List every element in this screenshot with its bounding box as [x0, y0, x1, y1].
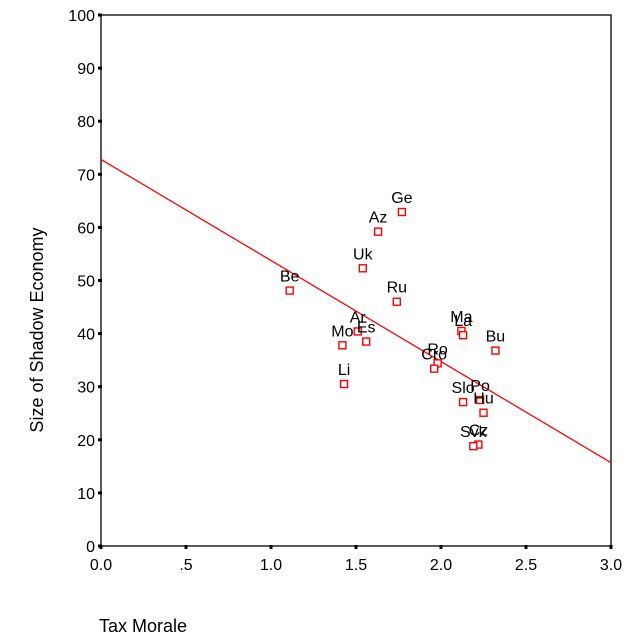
x-tick-label: .5 [179, 557, 192, 574]
x-tick-label: 2.5 [515, 557, 537, 574]
x-tick-label: 1.0 [260, 557, 282, 574]
point-label: Ge [391, 190, 412, 207]
y-tick-label: 90 [77, 61, 95, 78]
y-tick-mark [98, 279, 102, 282]
x-tick-label: 0.0 [90, 557, 112, 574]
data-point [362, 337, 371, 346]
y-tick-label: 100 [68, 8, 95, 25]
point-label: Svk [460, 424, 488, 441]
x-axis-title: Tax Morale [99, 616, 187, 636]
x-tick-mark [524, 545, 528, 549]
data-point [469, 441, 478, 451]
point-label: Slo [452, 380, 475, 397]
x-tick-label: 1.5 [345, 557, 367, 574]
data-point [353, 327, 362, 336]
x-tick-mark [439, 545, 443, 549]
x-tick-mark [354, 545, 358, 549]
data-point [458, 397, 468, 407]
y-tick-label: 20 [77, 433, 95, 450]
data-point [339, 379, 349, 389]
points-layer [285, 207, 500, 451]
data-point [479, 408, 488, 417]
data-point [458, 330, 468, 340]
point-label: Li [338, 362, 350, 379]
x-tick-mark [609, 545, 613, 549]
point-label: Bu [486, 329, 506, 346]
plot-frame [100, 14, 612, 547]
y-tick-mark [98, 172, 102, 176]
data-point [373, 227, 383, 236]
point-label: Az [369, 210, 388, 227]
x-tick-mark [269, 545, 273, 549]
x-tick-mark [99, 545, 103, 549]
point-label: Ar [350, 309, 367, 326]
point-label: Po [470, 378, 490, 395]
y-tick-mark [98, 119, 102, 123]
y-tick-label: 10 [77, 486, 95, 503]
y-tick-label: 50 [77, 274, 95, 291]
y-tick-label: 0 [86, 539, 95, 556]
data-point [397, 207, 407, 217]
y-tick-mark [98, 66, 102, 70]
data-point [338, 341, 347, 350]
y-tick-label: 40 [77, 327, 95, 344]
y-axis-title: Size of Shadow Economy [27, 227, 47, 432]
point-label: Mo [331, 323, 353, 340]
y-tick-mark [98, 225, 102, 229]
y-tick-mark [98, 385, 102, 389]
data-point [358, 264, 367, 273]
y-tick-mark [98, 438, 102, 442]
point-label: Ro [427, 341, 448, 358]
y-tick-label: 70 [77, 167, 95, 184]
x-tick-label: 2.0 [430, 557, 452, 574]
data-point [475, 395, 485, 405]
tick-layer: 0 10 20 30 40 50 60 70 80 90 100 0.0 .5 1.0 1.5 2.0 2.5 3… [68, 8, 622, 574]
point-label: La [454, 313, 472, 330]
point-label: Hu [473, 391, 493, 408]
data-point [285, 286, 294, 295]
axes [100, 14, 612, 547]
point-label: Cz [469, 423, 489, 440]
y-tick-label: 30 [77, 380, 95, 397]
data-point [430, 364, 439, 373]
regression-line [100, 158, 612, 464]
fit-line-layer [100, 158, 612, 464]
point-label: Cro [421, 347, 447, 364]
x-tick-label: 3.0 [600, 557, 622, 574]
y-tick-mark [98, 332, 102, 336]
data-point [491, 346, 500, 355]
point-label: Ma [450, 309, 472, 326]
y-tick-label: 60 [77, 220, 95, 237]
y-tick-mark [98, 13, 102, 17]
point-label: Ru [387, 280, 407, 297]
y-tick-mark [98, 491, 102, 495]
point-label: Es [357, 320, 376, 337]
data-point [392, 297, 401, 306]
point-label: Uk [353, 246, 374, 263]
y-tick-label: 80 [77, 114, 95, 131]
point-label: Be [280, 269, 300, 286]
x-tick-mark [184, 545, 188, 549]
